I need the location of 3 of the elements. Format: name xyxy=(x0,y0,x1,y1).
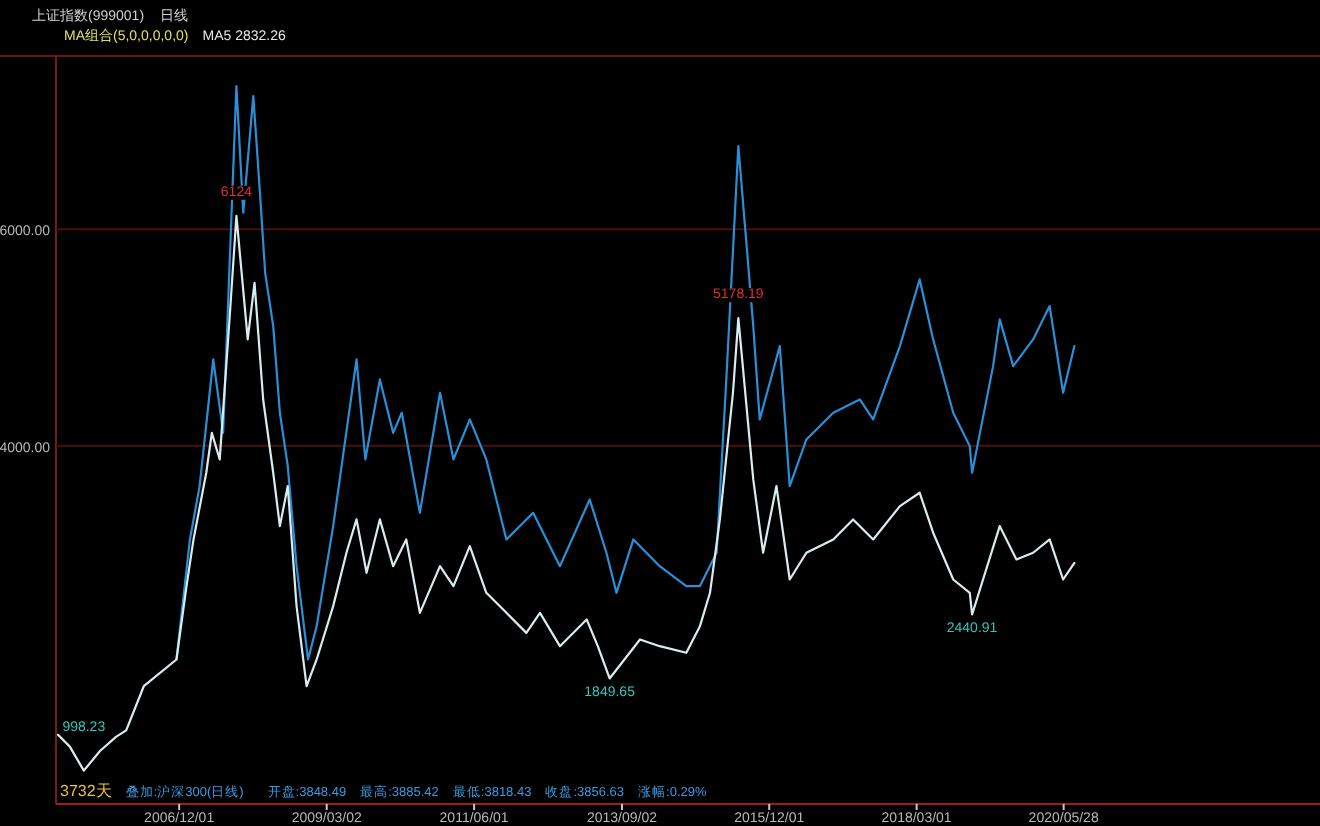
line-series xyxy=(175,84,1076,661)
annotation: 3732天 xyxy=(60,782,112,800)
line-series xyxy=(56,214,1076,772)
